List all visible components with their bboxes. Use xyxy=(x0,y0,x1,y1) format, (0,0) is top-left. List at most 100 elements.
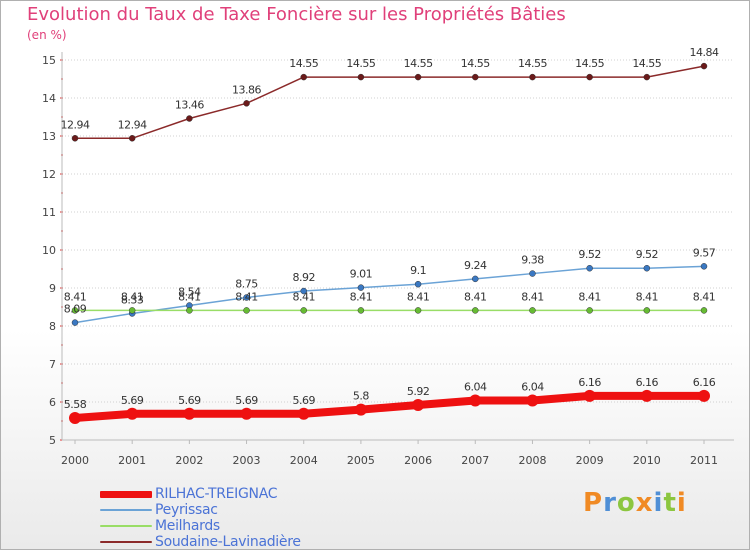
data-point xyxy=(700,62,708,70)
data-label: 6.16 xyxy=(578,376,601,389)
legend: RILHAC-TREIGNAC Peyrissac Meilhards Soud… xyxy=(100,486,360,550)
y-tick-label: 5 xyxy=(49,434,56,447)
data-label: 9.52 xyxy=(636,248,659,261)
x-tick-label: 2008 xyxy=(518,454,546,467)
legend-label-rilhac: RILHAC-TREIGNAC xyxy=(155,486,278,502)
data-label: 12.94 xyxy=(118,118,147,131)
data-point xyxy=(698,389,710,402)
data-point xyxy=(586,73,593,81)
x-tick-label: 2001 xyxy=(118,454,146,467)
data-point xyxy=(71,307,79,314)
data-label: 8.41 xyxy=(350,290,373,303)
logo-letter: i xyxy=(653,488,664,518)
data-label: 8.41 xyxy=(292,290,315,303)
data-label: 6.04 xyxy=(464,380,487,393)
data-label: 14.55 xyxy=(346,57,375,70)
data-point xyxy=(243,100,250,107)
logo-letter: r xyxy=(603,488,617,518)
data-label: 9.52 xyxy=(578,248,601,261)
data-label: 6.16 xyxy=(636,376,659,389)
data-label: 9.1 xyxy=(410,264,426,277)
data-label: 8.41 xyxy=(521,290,544,303)
y-tick-label: 9 xyxy=(49,282,56,295)
data-point xyxy=(643,264,651,272)
x-tick-label: 2007 xyxy=(461,454,489,467)
y-tick-label: 10 xyxy=(42,244,56,257)
data-point xyxy=(357,284,365,291)
data-point xyxy=(354,403,367,416)
data-point xyxy=(640,389,653,402)
data-label: 5.58 xyxy=(64,398,87,411)
logo-letter: i xyxy=(676,488,687,518)
data-point xyxy=(414,73,422,81)
x-tick-label: 2005 xyxy=(347,454,375,467)
data-label: 8.41 xyxy=(578,290,601,303)
y-tick-label: 14 xyxy=(42,92,56,105)
data-label: 8.41 xyxy=(64,290,87,303)
data-point xyxy=(700,263,708,270)
y-unit-label: (en %) xyxy=(27,28,67,42)
data-label: 9.38 xyxy=(521,254,544,267)
data-point xyxy=(469,394,482,407)
data-point xyxy=(472,73,479,81)
data-point xyxy=(71,135,79,142)
data-point xyxy=(472,307,479,314)
data-point xyxy=(643,307,651,314)
x-tick-label: 2000 xyxy=(61,454,89,467)
data-point xyxy=(300,73,307,81)
data-label: 6.16 xyxy=(693,376,716,389)
data-point xyxy=(243,294,250,301)
data-point xyxy=(186,307,193,314)
data-point xyxy=(183,407,196,420)
y-tick-label: 11 xyxy=(42,206,56,219)
data-label: 8.75 xyxy=(235,278,258,291)
data-label: 14.55 xyxy=(575,57,604,70)
chart-title: Evolution du Taux de Taxe Foncière sur l… xyxy=(27,4,566,25)
data-label: 5.92 xyxy=(407,385,430,398)
data-point xyxy=(69,411,81,424)
data-point xyxy=(583,389,596,402)
legend-item-meilhards: Meilhards xyxy=(100,518,360,534)
data-label: 14.55 xyxy=(461,57,490,70)
y-tick-label: 6 xyxy=(49,396,56,409)
legend-item-peyrissac: Peyrissac xyxy=(100,502,360,518)
x-tick-label: 2009 xyxy=(576,454,604,467)
data-label: 9.01 xyxy=(350,268,373,281)
y-tick-label: 15 xyxy=(42,54,56,67)
data-label: 8.41 xyxy=(693,290,716,303)
data-label: 12.94 xyxy=(61,118,90,131)
data-point xyxy=(414,307,422,314)
data-point xyxy=(586,307,593,314)
legend-item-soudaine: Soudaine-Lavinadière xyxy=(100,534,360,550)
data-point xyxy=(529,73,536,81)
x-tick-label: 2003 xyxy=(233,454,261,467)
x-tick-label: 2002 xyxy=(175,454,203,467)
data-point xyxy=(297,407,310,420)
data-label: 5.69 xyxy=(121,394,144,407)
logo-letter: x xyxy=(635,488,654,518)
legend-swatch-soudaine xyxy=(100,541,152,543)
y-tick-label: 8 xyxy=(49,320,56,333)
data-point xyxy=(357,73,365,81)
data-label: 13.46 xyxy=(175,99,204,112)
legend-item-rilhac: RILHAC-TREIGNAC xyxy=(100,486,360,502)
data-label: 8.54 xyxy=(178,285,201,298)
data-label: 8.41 xyxy=(636,290,659,303)
x-tick-label: 2011 xyxy=(690,454,718,467)
data-label: 5.69 xyxy=(235,394,258,407)
legend-swatch-meilhards xyxy=(100,525,152,527)
data-point xyxy=(300,287,307,295)
legend-label-soudaine: Soudaine-Lavinadière xyxy=(155,534,301,550)
data-point xyxy=(128,307,136,314)
series-line-3 xyxy=(74,65,705,140)
data-point xyxy=(414,280,422,288)
proxiti-logo: Proxiti xyxy=(583,488,687,518)
data-label: 8.33 xyxy=(121,293,144,306)
legend-label-meilhards: Meilhards xyxy=(155,518,220,534)
y-tick-label: 7 xyxy=(49,358,56,371)
data-label: 8.09 xyxy=(64,303,87,316)
legend-swatch-rilhac xyxy=(100,491,152,498)
logo-letter: P xyxy=(583,488,604,518)
data-point xyxy=(243,307,250,314)
data-label: 8.41 xyxy=(178,290,201,303)
